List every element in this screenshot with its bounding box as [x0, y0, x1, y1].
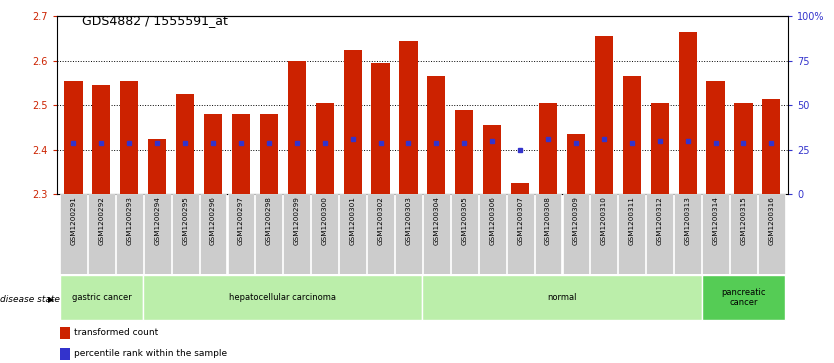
Text: GSM1200312: GSM1200312	[656, 197, 663, 245]
Bar	[59, 276, 143, 320]
Bar	[260, 114, 278, 194]
Bar	[507, 194, 534, 274]
Bar	[623, 76, 641, 194]
Text: GSM1200308: GSM1200308	[545, 197, 551, 245]
Text: GSM1200293: GSM1200293	[126, 197, 133, 245]
Bar	[423, 194, 450, 274]
Bar	[679, 32, 696, 194]
Text: GSM1200313: GSM1200313	[685, 197, 691, 245]
Bar	[479, 194, 505, 274]
Text: transformed count: transformed count	[73, 329, 158, 338]
Bar	[288, 61, 306, 194]
Text: GSM1200301: GSM1200301	[349, 197, 355, 245]
Bar	[539, 103, 557, 194]
Bar	[451, 194, 478, 274]
Bar	[706, 81, 725, 194]
Bar	[93, 85, 110, 194]
Bar	[143, 194, 171, 274]
Bar	[60, 194, 87, 274]
Text: GSM1200294: GSM1200294	[154, 197, 160, 245]
Bar	[651, 103, 669, 194]
Text: GSM1200292: GSM1200292	[98, 197, 104, 245]
Bar	[567, 134, 585, 194]
Text: GSM1200310: GSM1200310	[600, 197, 607, 245]
Text: GSM1200305: GSM1200305	[461, 197, 467, 245]
Bar	[344, 50, 362, 194]
Bar	[511, 183, 530, 194]
Text: GSM1200291: GSM1200291	[70, 197, 77, 245]
Bar	[483, 125, 501, 194]
Bar	[395, 194, 422, 274]
Text: disease state: disease state	[0, 295, 60, 304]
Text: pancreatic
cancer: pancreatic cancer	[721, 288, 766, 307]
Bar	[148, 139, 166, 194]
Bar	[228, 194, 254, 274]
Text: GSM1200298: GSM1200298	[266, 197, 272, 245]
Bar	[120, 81, 138, 194]
Text: percentile rank within the sample: percentile rank within the sample	[73, 349, 227, 358]
Bar	[758, 194, 785, 274]
Text: GSM1200302: GSM1200302	[378, 197, 384, 245]
Text: GSM1200311: GSM1200311	[629, 197, 635, 245]
Bar	[735, 103, 752, 194]
Bar	[232, 114, 250, 194]
Bar	[399, 41, 418, 194]
Bar	[422, 276, 701, 320]
Text: GSM1200316: GSM1200316	[768, 197, 775, 245]
Text: GSM1200300: GSM1200300	[322, 197, 328, 245]
Text: GSM1200307: GSM1200307	[517, 197, 523, 245]
Bar	[176, 94, 194, 194]
Bar	[702, 194, 729, 274]
Bar	[455, 110, 474, 194]
Bar	[199, 194, 227, 274]
Text: GSM1200296: GSM1200296	[210, 197, 216, 245]
Bar	[427, 76, 445, 194]
Bar	[563, 194, 590, 274]
Bar	[762, 99, 781, 194]
Text: gastric cancer: gastric cancer	[72, 293, 131, 302]
Text: GSM1200315: GSM1200315	[741, 197, 746, 245]
Bar	[255, 194, 282, 274]
Text: GSM1200306: GSM1200306	[490, 197, 495, 245]
Text: hepatocellular carcinoma: hepatocellular carcinoma	[229, 293, 336, 302]
Text: GSM1200297: GSM1200297	[238, 197, 244, 245]
Bar	[172, 194, 198, 274]
Bar	[284, 194, 310, 274]
Text: GSM1200314: GSM1200314	[712, 197, 719, 245]
Bar	[204, 114, 222, 194]
Bar	[701, 276, 786, 320]
Bar	[64, 81, 83, 194]
Bar	[618, 194, 646, 274]
Text: GSM1200303: GSM1200303	[405, 197, 411, 245]
Bar	[595, 36, 613, 194]
Bar	[371, 63, 389, 194]
Bar	[143, 276, 422, 320]
Bar	[339, 194, 366, 274]
Bar	[646, 194, 673, 274]
Text: GSM1200309: GSM1200309	[573, 197, 579, 245]
Text: GSM1200295: GSM1200295	[182, 197, 188, 245]
Text: ▶: ▶	[48, 295, 54, 304]
Bar	[311, 194, 338, 274]
Bar	[535, 194, 561, 274]
Bar	[730, 194, 757, 274]
Bar	[367, 194, 394, 274]
Bar	[88, 194, 115, 274]
Text: GSM1200304: GSM1200304	[434, 197, 440, 245]
Bar	[60, 348, 70, 360]
Bar	[60, 327, 70, 339]
Text: GSM1200299: GSM1200299	[294, 197, 299, 245]
Bar	[315, 103, 334, 194]
Bar	[674, 194, 701, 274]
Bar	[116, 194, 143, 274]
Bar	[590, 194, 617, 274]
Text: GDS4882 / 1555591_at: GDS4882 / 1555591_at	[82, 15, 228, 28]
Text: normal: normal	[547, 293, 577, 302]
